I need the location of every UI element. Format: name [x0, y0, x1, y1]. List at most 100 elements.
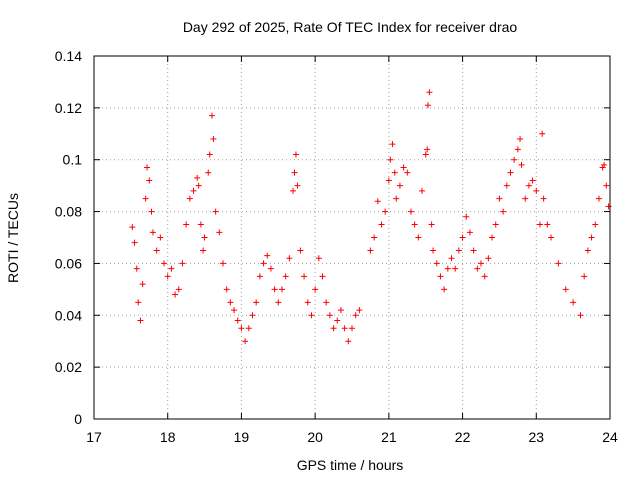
- data-point: [448, 255, 455, 262]
- data-point: [206, 151, 213, 158]
- data-point: [389, 141, 396, 148]
- data-point: [137, 317, 144, 324]
- data-point: [312, 286, 319, 293]
- data-point: [356, 307, 363, 314]
- data-point: [378, 221, 385, 228]
- data-point: [183, 221, 190, 228]
- data-point: [129, 224, 136, 231]
- x-tick-label: 18: [160, 429, 176, 445]
- data-point: [161, 260, 168, 267]
- data-point: [245, 325, 252, 332]
- data-point: [216, 229, 223, 236]
- data-point: [419, 187, 426, 194]
- data-point: [382, 208, 389, 215]
- data-point: [190, 187, 197, 194]
- data-point: [297, 247, 304, 254]
- data-point: [319, 273, 326, 280]
- data-point: [522, 195, 529, 202]
- x-tick-label: 17: [86, 429, 102, 445]
- data-point: [404, 169, 411, 176]
- x-tick-label: 21: [381, 429, 397, 445]
- data-point: [271, 286, 278, 293]
- data-point: [474, 265, 481, 272]
- data-point: [208, 112, 215, 119]
- data-point: [539, 130, 546, 137]
- data-point: [400, 164, 407, 171]
- data-point: [267, 265, 274, 272]
- data-point: [507, 169, 514, 176]
- data-point: [570, 299, 577, 306]
- data-point: [135, 299, 142, 306]
- y-tick-label: 0.14: [55, 48, 82, 64]
- data-points: [129, 89, 612, 345]
- data-point: [291, 169, 298, 176]
- data-point: [548, 234, 555, 241]
- data-point: [326, 312, 333, 319]
- data-point: [294, 182, 301, 189]
- data-point: [212, 208, 219, 215]
- data-point: [514, 146, 521, 153]
- data-point: [544, 221, 551, 228]
- x-tick-label: 20: [307, 429, 323, 445]
- data-point: [179, 260, 186, 267]
- data-point: [562, 286, 569, 293]
- data-point: [599, 164, 606, 171]
- data-point: [153, 247, 160, 254]
- data-point: [415, 234, 422, 241]
- data-point: [387, 156, 394, 163]
- data-point: [205, 169, 212, 176]
- data-point: [481, 273, 488, 280]
- x-tick-label: 24: [602, 429, 618, 445]
- data-point: [286, 255, 293, 262]
- data-point: [301, 273, 308, 280]
- y-tick-label: 0.02: [55, 359, 82, 375]
- y-tick-label: 0.06: [55, 255, 82, 271]
- data-point: [334, 317, 341, 324]
- data-point: [407, 208, 414, 215]
- data-point: [200, 247, 207, 254]
- data-point: [175, 286, 182, 293]
- data-point: [157, 234, 164, 241]
- y-axis-label: ROTI / TECUs: [5, 193, 21, 283]
- data-point: [256, 273, 263, 280]
- data-point: [210, 135, 217, 142]
- data-point: [391, 169, 398, 176]
- y-tick-label: 0.04: [55, 307, 82, 323]
- data-point: [422, 151, 429, 158]
- data-point: [452, 265, 459, 272]
- data-point: [459, 234, 466, 241]
- data-point: [164, 273, 171, 280]
- y-tick-label: 0.08: [55, 204, 82, 220]
- data-point: [518, 161, 525, 168]
- data-point: [352, 312, 359, 319]
- data-point: [470, 247, 477, 254]
- data-point: [186, 195, 193, 202]
- data-point: [385, 177, 392, 184]
- data-point: [264, 252, 271, 259]
- data-point: [396, 182, 403, 189]
- data-point: [603, 182, 610, 189]
- data-point: [260, 260, 267, 267]
- plot-frame: [93, 55, 611, 420]
- data-point: [466, 229, 473, 236]
- y-tick-label: 0.1: [63, 152, 83, 168]
- data-point: [223, 286, 230, 293]
- data-point: [374, 198, 381, 205]
- data-point: [168, 265, 175, 272]
- data-point: [220, 260, 226, 267]
- data-point: [290, 187, 297, 194]
- data-point: [323, 299, 330, 306]
- data-point: [149, 229, 156, 236]
- data-point: [315, 255, 322, 262]
- data-point: [393, 195, 400, 202]
- data-point: [194, 174, 201, 181]
- data-point: [292, 151, 299, 158]
- data-point: [581, 273, 588, 280]
- data-point: [444, 265, 451, 272]
- data-point: [234, 317, 241, 324]
- data-point: [500, 208, 507, 215]
- data-point: [367, 247, 374, 254]
- data-point: [463, 213, 470, 220]
- data-point: [588, 234, 595, 241]
